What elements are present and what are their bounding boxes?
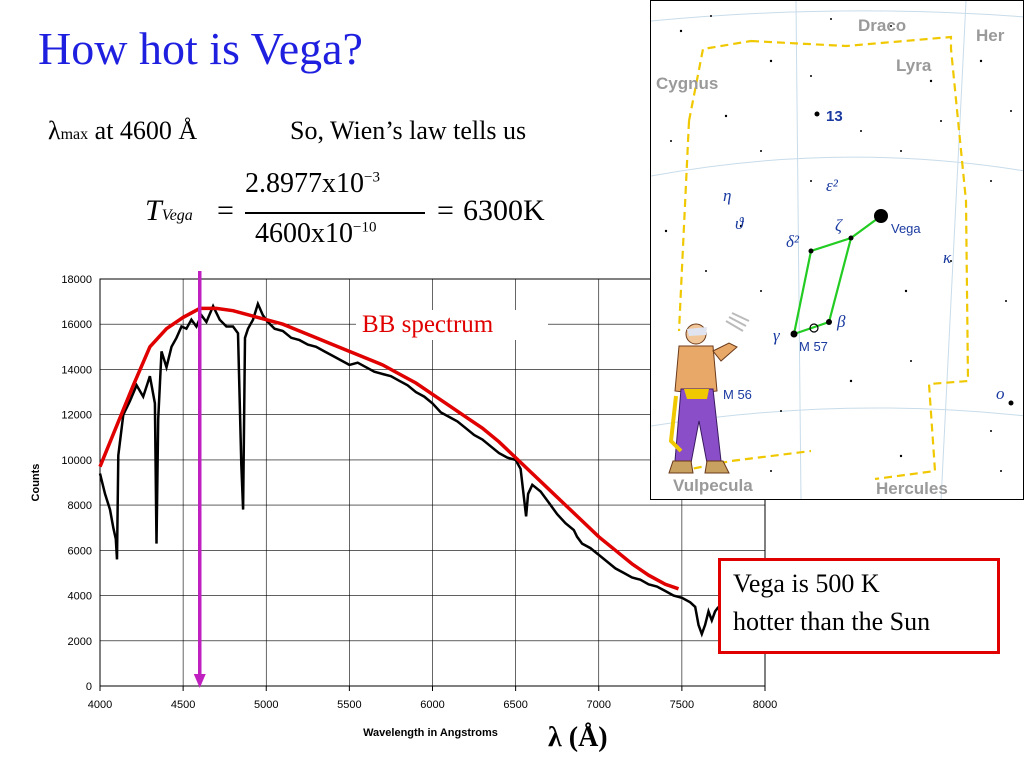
label-m56: M 56 [723, 387, 752, 402]
x-axis-label: Wavelength in Angstroms [363, 727, 498, 739]
character-figure [668, 312, 750, 474]
lambda-max-arrow [193, 271, 206, 688]
y-tick-label: 18000 [61, 274, 92, 286]
label-epsilon: ε² [826, 176, 839, 195]
spectrum-line [98, 300, 720, 638]
label-13: 13 [826, 108, 843, 125]
y-tick-label: 14000 [61, 364, 92, 376]
beta-star [826, 319, 832, 325]
y-tick-label: 2000 [68, 636, 92, 648]
label-omicron: ο [996, 384, 1005, 403]
x-tick-label: 6000 [420, 699, 444, 711]
y-tick-label: 12000 [61, 410, 92, 422]
label-m57: M 57 [799, 339, 828, 354]
eq-num-exp: −3 [364, 169, 380, 186]
lambda-subscript: max [60, 126, 89, 143]
lambda-max-text: λmax at 4600 Å [48, 116, 197, 146]
label-her: Her [976, 26, 1005, 45]
eq-equals-1: = [217, 194, 234, 227]
callout-box: Vega is 500 K hotter than the Sun [718, 558, 1000, 654]
label-eta: η [723, 186, 731, 205]
y-tick-label: 6000 [68, 545, 92, 557]
label-beta: β [836, 312, 846, 331]
eq-denominator: 4600x10−10 [255, 218, 377, 249]
star-labels: 13 ε² η ϑ ζ Vega δ² κ γ β M 57 M 56 ο [723, 108, 1005, 403]
label-vulpecula: Vulpecula [673, 476, 753, 495]
chart-ticks: 0 2000 4000 6000 8000 10000 12000 14000 16000 180… [61, 274, 777, 711]
m57-marker [809, 323, 819, 333]
label-cygnus: Cygnus [656, 74, 718, 93]
y-tick-label: 8000 [68, 500, 92, 512]
x-tick-label: 5000 [254, 699, 278, 711]
constellation-boundary [677, 35, 970, 481]
eq-numerator: 2.8977x10−3 [245, 168, 380, 199]
label-zeta: ζ [835, 216, 843, 235]
gamma-star [790, 330, 798, 338]
label-hercules: Hercules [876, 479, 948, 498]
omicron-star [1008, 400, 1014, 406]
label-vega: Vega [891, 221, 921, 236]
background-stars [664, 15, 1012, 472]
x-tick-label: 4000 [88, 699, 112, 711]
x-tick-label: 6500 [503, 699, 527, 711]
eq-result: 6300K [463, 194, 545, 227]
eq-fraction-bar [245, 212, 425, 214]
eq-equals-2: = [437, 194, 454, 227]
star-13 [814, 111, 820, 117]
eq-den-exp: −10 [353, 219, 377, 236]
zeta-star [848, 235, 854, 241]
wien-equation: TVega = 2.8977x10−3 4600x10−10 = 6300K [145, 168, 585, 258]
arrow-head [193, 674, 206, 688]
y-tick-label: 10000 [61, 455, 92, 467]
lambda-axis-label: λ (Å) [548, 722, 608, 753]
vega-star [874, 209, 888, 223]
bb-label-background [356, 310, 548, 340]
lambda-value: at 4600 Å [88, 116, 198, 145]
label-lyra: Lyra [896, 56, 932, 75]
x-tick-label: 4500 [171, 699, 195, 711]
delta-star [808, 248, 814, 254]
x-tick-label: 7500 [670, 699, 694, 711]
y-tick-label: 4000 [68, 591, 92, 603]
label-draco: Draco [858, 16, 906, 35]
label-kappa: κ [943, 248, 952, 267]
constellation-lines [792, 215, 882, 336]
lambda-symbol: λ [48, 116, 61, 145]
y-axis-label: Counts [30, 464, 42, 502]
bb-spectrum-line [98, 306, 680, 591]
eq-T-sub: Vega [161, 207, 193, 224]
label-theta: ϑ [735, 214, 745, 233]
label-gamma: γ [773, 326, 781, 345]
bb-spectrum-label: BB spectrum [362, 311, 494, 338]
x-tick-label: 8000 [753, 699, 777, 711]
eq-T: TVega [145, 194, 193, 227]
label-delta: δ² [786, 232, 800, 251]
x-tick-label: 5500 [337, 699, 361, 711]
x-tick-label: 7000 [587, 699, 611, 711]
lyra-constellation-map: Draco Her Lyra Cygnus Vulpecula Hercules… [650, 0, 1024, 500]
constellation-names: Draco Her Lyra Cygnus Vulpecula Hercules [656, 16, 1005, 498]
y-tick-label: 0 [86, 681, 92, 693]
callout-line-1: Vega is 500 K [733, 569, 880, 598]
wien-law-text: So, Wien’s law tells us [290, 116, 527, 145]
callout-line-2: hotter than the Sun [733, 607, 931, 636]
y-tick-label: 16000 [61, 319, 92, 331]
slide-title: How hot is Vega? [38, 23, 363, 74]
constellation-svg: Draco Her Lyra Cygnus Vulpecula Hercules… [651, 1, 1023, 499]
vega-spectrum-chart: 0 2000 4000 6000 8000 10000 12000 14000 16000 180… [30, 271, 777, 739]
